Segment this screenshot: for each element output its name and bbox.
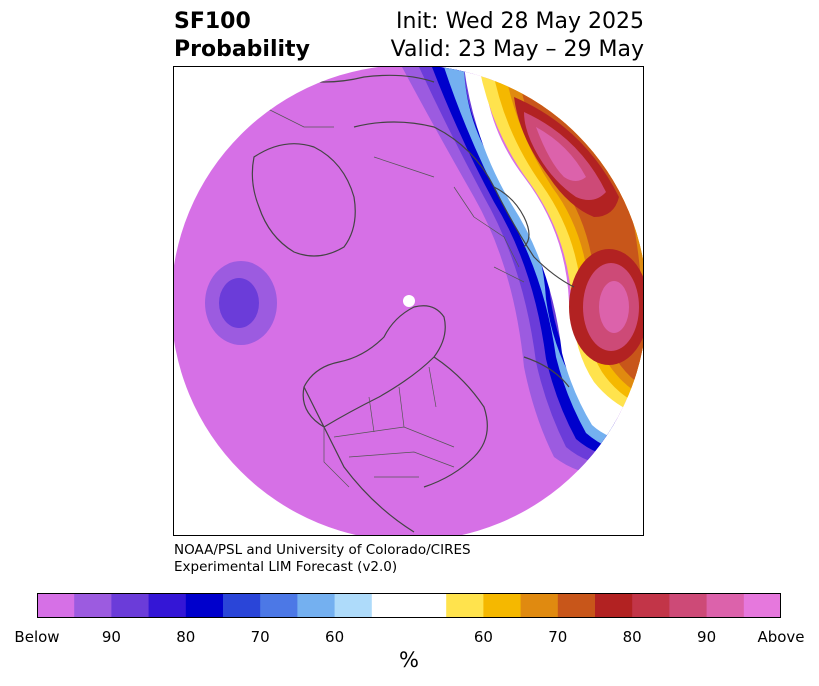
colorbar-bin [632,593,670,618]
colorbar-bin [334,593,373,618]
colorbar-bin [483,593,522,618]
valid-range: Valid: 23 May – 29 May [390,37,644,62]
colorbar-tick-label: Above [757,628,805,646]
colorbar-bin [595,593,633,618]
contour-95-above-east [599,281,629,333]
colorbar-bin [223,593,261,618]
colorbar-bin [371,593,410,618]
neutral-band [464,67,643,441]
colorbar-tick-label: 80 [176,628,196,646]
title-block-left: SF100 Probability [174,8,310,64]
contour-60-below [444,67,643,453]
colorbar-bin [520,593,559,618]
colorbar-bin [446,593,484,618]
colorbar-bin [297,593,336,618]
title-block-right: Init: Wed 28 May 2025 Valid: 23 May – 29… [391,8,644,64]
colorbar-bin [706,593,745,618]
colorbar-tick-label: 60 [473,628,493,646]
colorbar-bin [669,593,708,618]
credit-line-1: NOAA/PSL and University of Colorado/CIRE… [174,542,471,558]
colorbar-bin [148,593,187,618]
political-borders [263,106,525,488]
colorbar-tick-label: 80 [622,628,642,646]
colorbar-tick-label: 70 [548,628,568,646]
colorbar-tick-label: Below [14,628,60,646]
credit-line-2: Experimental LIM Forecast (v2.0) [174,559,398,575]
colorbar-bin [185,593,224,618]
colorbar-border [37,593,781,618]
variable-type: Probability [174,37,310,62]
colorbar-tick-label: 90 [101,628,121,646]
variable-name: SF100 [174,9,251,34]
colorbar-bin [409,593,447,618]
colorbar-bin [260,593,298,618]
coastlines [251,74,643,533]
init-date: Init: Wed 28 May 2025 [396,9,644,34]
contour-95-above-north [536,127,586,181]
pole-hole [403,295,415,307]
map-panel [173,66,644,536]
colorbar-tick-label: 70 [250,628,270,646]
colorbar-bin [743,593,781,618]
colorbar [37,593,781,618]
colorbar-bin [74,593,112,618]
colorbar-bin [37,593,75,618]
colorbar-tick-labels: Below 90 80 70 60 60 70 80 90 Above [0,628,819,646]
colorbar-bin [557,593,596,618]
probability-map [174,67,643,535]
colorbar-tick-label: 90 [697,628,717,646]
colorbar-tick-label: 60 [325,628,345,646]
credit-text: NOAA/PSL and University of Colorado/CIRE… [174,542,471,576]
colorbar-unit: % [399,648,419,672]
west-anomaly-inner [219,278,259,328]
colorbar-bin [111,593,150,618]
